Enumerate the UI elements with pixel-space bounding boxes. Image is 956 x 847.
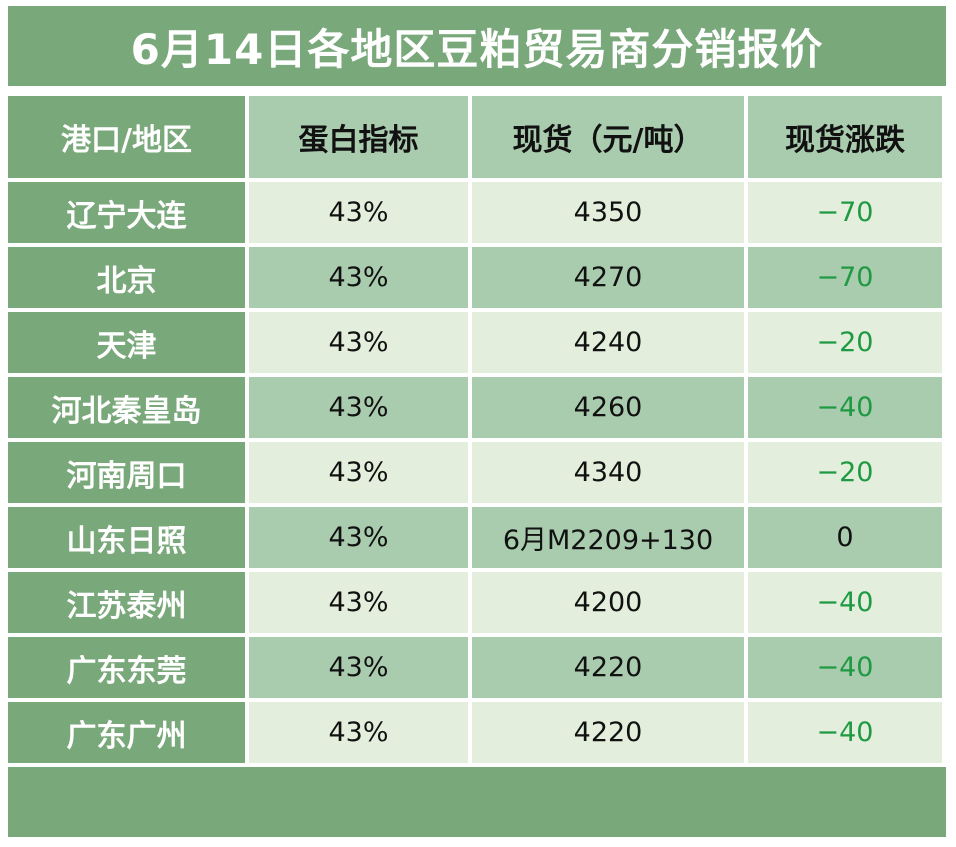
- header-spot-price: 现货（元/吨）: [472, 96, 744, 178]
- spot-price-cell: 4270: [472, 247, 744, 308]
- spot-price-cell: 4260: [472, 377, 744, 438]
- table-row: 辽宁大连 43% 4350 −70: [8, 182, 946, 243]
- footer-bar: [8, 767, 946, 837]
- spot-price-cell: 4220: [472, 702, 744, 763]
- region-cell: 山东日照: [8, 507, 245, 568]
- table-row: 北京 43% 4270 −70: [8, 247, 946, 308]
- price-change-cell: −40: [748, 377, 942, 438]
- price-change-cell: −70: [748, 182, 942, 243]
- region-cell: 江苏泰州: [8, 572, 245, 633]
- header-region: 港口/地区: [8, 96, 245, 178]
- header-price-change: 现货涨跌: [748, 96, 942, 178]
- price-table: 港口/地区 蛋白指标 现货（元/吨） 现货涨跌 辽宁大连 43% 4350 −7…: [8, 96, 946, 767]
- table-row: 广东广州 43% 4220 −40: [8, 702, 946, 763]
- region-cell: 天津: [8, 312, 245, 373]
- table-row: 河南周口 43% 4340 −20: [8, 442, 946, 503]
- price-change-cell: −20: [748, 312, 942, 373]
- table-header-row: 港口/地区 蛋白指标 现货（元/吨） 现货涨跌: [8, 96, 946, 178]
- region-cell: 河南周口: [8, 442, 245, 503]
- table-row: 河北秦皇岛 43% 4260 −40: [8, 377, 946, 438]
- region-cell: 辽宁大连: [8, 182, 245, 243]
- table-row: 山东日照 43% 6月M2209+130 0: [8, 507, 946, 568]
- page-title: 6月14日各地区豆粕贸易商分销报价: [8, 6, 946, 86]
- spot-price-cell: 4220: [472, 637, 744, 698]
- protein-cell: 43%: [249, 702, 468, 763]
- protein-cell: 43%: [249, 572, 468, 633]
- protein-cell: 43%: [249, 442, 468, 503]
- price-change-cell: −70: [748, 247, 942, 308]
- price-change-cell: −20: [748, 442, 942, 503]
- price-change-cell: −40: [748, 637, 942, 698]
- protein-cell: 43%: [249, 377, 468, 438]
- protein-cell: 43%: [249, 247, 468, 308]
- price-change-cell: −40: [748, 702, 942, 763]
- protein-cell: 43%: [249, 507, 468, 568]
- region-cell: 河北秦皇岛: [8, 377, 245, 438]
- spot-price-cell: 6月M2209+130: [472, 507, 744, 568]
- protein-cell: 43%: [249, 637, 468, 698]
- region-cell: 广东广州: [8, 702, 245, 763]
- spot-price-cell: 4340: [472, 442, 744, 503]
- spot-price-cell: 4200: [472, 572, 744, 633]
- table-row: 江苏泰州 43% 4200 −40: [8, 572, 946, 633]
- table-row: 天津 43% 4240 −20: [8, 312, 946, 373]
- price-change-cell: 0: [748, 507, 942, 568]
- spot-price-cell: 4350: [472, 182, 744, 243]
- protein-cell: 43%: [249, 312, 468, 373]
- table-row: 广东东莞 43% 4220 −40: [8, 637, 946, 698]
- region-cell: 广东东莞: [8, 637, 245, 698]
- protein-cell: 43%: [249, 182, 468, 243]
- header-protein: 蛋白指标: [249, 96, 468, 178]
- region-cell: 北京: [8, 247, 245, 308]
- spot-price-cell: 4240: [472, 312, 744, 373]
- price-change-cell: −40: [748, 572, 942, 633]
